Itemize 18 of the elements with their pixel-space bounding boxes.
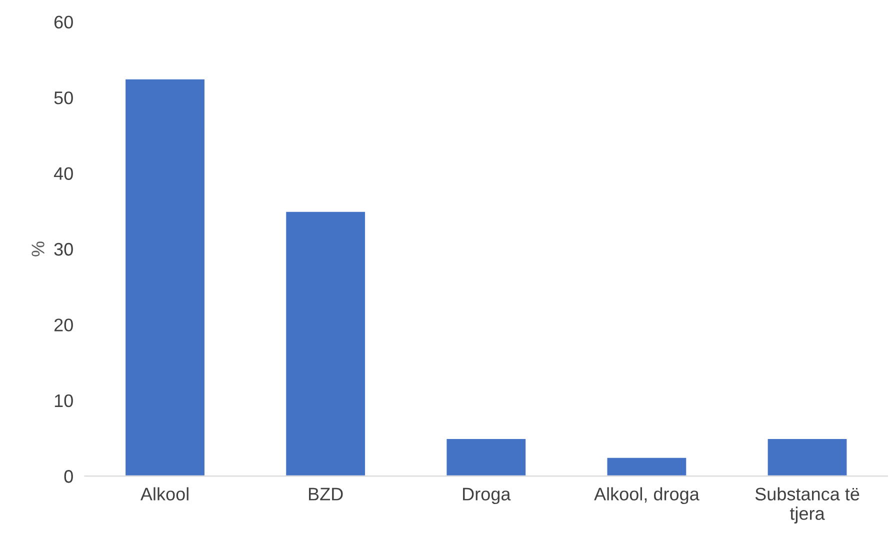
y-tick-label: 20	[54, 318, 73, 332]
bar	[124, 78, 206, 476]
y-tick-label: 0	[64, 470, 73, 483]
y-tick-label: 30	[54, 242, 73, 256]
x-tick-label: Substanca të tjera	[755, 487, 860, 524]
y-tick-label: 60	[54, 16, 73, 29]
bar	[606, 456, 688, 476]
y-tick-label: 40	[54, 167, 73, 180]
bar	[284, 210, 366, 476]
bar	[445, 438, 527, 476]
x-tick-label: Alkool, droga	[594, 487, 700, 504]
x-tick-label: Alkool	[140, 487, 188, 500]
y-tick-label: 10	[54, 394, 73, 408]
x-tick-label: Droga	[463, 488, 511, 504]
x-tick-label: BZD	[309, 488, 343, 500]
bar	[766, 438, 848, 476]
y-tick-label: 50	[54, 91, 73, 104]
y-axis-title: %	[32, 242, 44, 256]
